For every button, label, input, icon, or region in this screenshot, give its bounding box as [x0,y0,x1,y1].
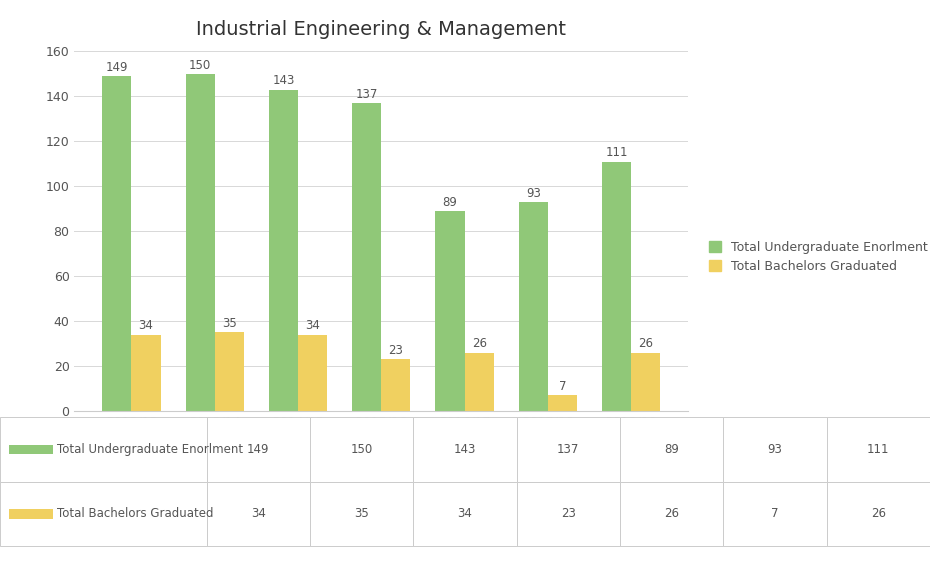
Bar [206,417,310,481]
Text: 149: 149 [106,61,128,74]
Text: 35: 35 [222,317,236,330]
Text: 23: 23 [389,344,404,357]
Text: 26: 26 [870,508,886,520]
Text: 111: 111 [867,443,890,456]
Bar [620,417,724,481]
Bar [269,90,298,411]
Bar [381,359,410,411]
Bar [0,417,206,481]
Bar [517,417,620,481]
Text: 143: 143 [454,443,476,456]
Text: 89: 89 [443,196,458,209]
Text: 26: 26 [472,337,486,351]
Text: 7: 7 [559,380,566,393]
Text: 34: 34 [251,508,266,520]
Bar [186,74,215,411]
Legend: Total Undergraduate Enorlment, Total Bachelors Graduated: Total Undergraduate Enorlment, Total Bac… [704,236,930,278]
Text: 143: 143 [272,74,295,87]
Bar [9,445,53,454]
Bar [827,417,930,481]
Bar [310,481,413,546]
Text: 137: 137 [355,88,378,101]
Bar [413,481,517,546]
Text: 93: 93 [767,443,782,456]
Text: 89: 89 [664,443,679,456]
Text: 34: 34 [305,319,320,332]
Bar [298,335,327,411]
Bar [131,335,161,411]
Text: 35: 35 [354,508,369,520]
Text: 111: 111 [605,146,628,159]
Bar [0,481,206,546]
Bar [352,103,381,411]
Bar [827,481,930,546]
Text: 7: 7 [771,508,778,520]
Bar [724,481,827,546]
Bar [102,76,131,411]
Text: 34: 34 [139,319,153,332]
Bar [602,162,631,411]
Text: 34: 34 [458,508,472,520]
Bar [517,481,620,546]
Text: 150: 150 [189,59,211,71]
Text: 137: 137 [557,443,579,456]
Bar [413,417,517,481]
Text: 150: 150 [351,443,373,456]
Bar [519,202,548,411]
Text: 23: 23 [561,508,576,520]
Bar [631,353,660,411]
Text: 26: 26 [638,337,653,351]
Text: 93: 93 [525,187,540,200]
Bar [310,417,413,481]
Bar [620,481,724,546]
Text: Total Undergraduate Enorlment: Total Undergraduate Enorlment [58,443,244,456]
Bar [206,481,310,546]
Text: 26: 26 [664,508,679,520]
Text: 149: 149 [247,443,270,456]
Text: Total Bachelors Graduated: Total Bachelors Graduated [58,508,214,520]
Bar [215,332,244,411]
Title: Industrial Engineering & Management: Industrial Engineering & Management [196,20,566,39]
Bar [465,353,494,411]
Bar [548,395,577,411]
Bar [9,509,53,518]
Bar [724,417,827,481]
Bar [435,211,465,411]
